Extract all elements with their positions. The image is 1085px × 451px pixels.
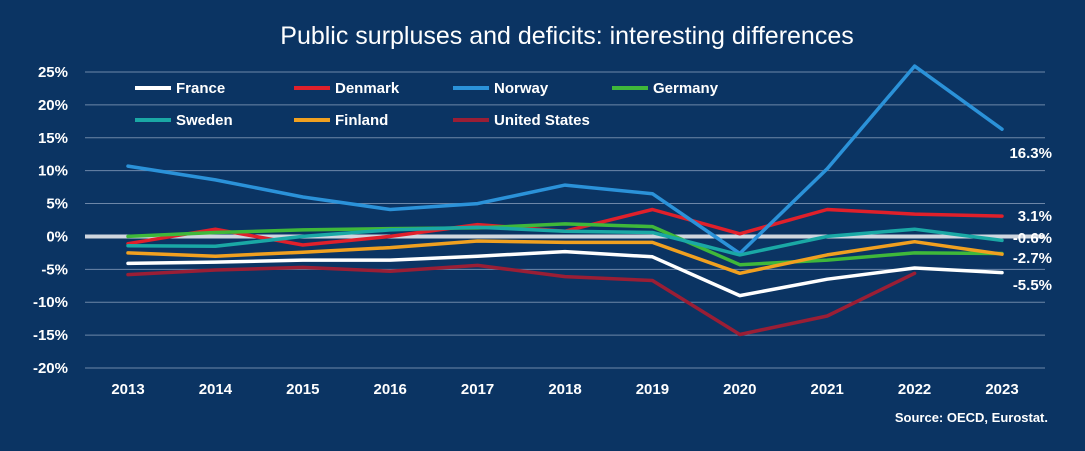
- series-line-france: [126, 249, 1004, 298]
- x-tick-label: 2018: [548, 381, 581, 398]
- end-value-label: 16.3%: [1009, 145, 1052, 162]
- x-tick-label: 2016: [374, 381, 407, 398]
- x-tick-label: 2021: [811, 381, 844, 398]
- end-value-label: 3.1%: [1018, 208, 1052, 225]
- x-tick-label: 2015: [286, 381, 319, 398]
- x-tick-label: 2014: [199, 381, 233, 398]
- legend-label: Finland: [335, 112, 388, 129]
- grid-lines: [85, 71, 1045, 369]
- x-tick-label: 2023: [985, 381, 1018, 398]
- series-line-sweden: [126, 225, 1004, 257]
- end-labels: 16.3% 3.1% -0.6% -2.7% -5.5%: [1009, 145, 1052, 294]
- x-axis-ticks: 2013 2014 2015 2016 2017 2018 2019 2020 2021 2022…: [111, 381, 1018, 398]
- legend-label: Norway: [494, 80, 549, 97]
- legend-label: Denmark: [335, 80, 400, 97]
- chart-title: Public surpluses and deficits: interesti…: [280, 22, 853, 50]
- legend-label: France: [176, 80, 225, 97]
- x-tick-label: 2019: [636, 381, 669, 398]
- y-axis-ticks: 25% 20% 15% 10% 5% 0% -5% -10% -15% -20%: [33, 64, 68, 377]
- legend: France Denmark Norway Germany Sweden Finland U…: [135, 80, 719, 129]
- legend-label: United States: [494, 112, 590, 129]
- y-tick-label: -20%: [33, 360, 68, 377]
- series-line-norway: [126, 64, 1004, 256]
- legend-label: Sweden: [176, 112, 233, 129]
- x-tick-label: 2013: [111, 381, 144, 398]
- y-tick-label: 10%: [38, 163, 68, 180]
- series-lines: [126, 64, 1004, 337]
- x-tick-label: 2020: [723, 381, 756, 398]
- y-tick-label: 25%: [38, 64, 68, 81]
- y-tick-label: 15%: [38, 130, 68, 147]
- series-line-germany: [126, 222, 1004, 267]
- end-value-label: -5.5%: [1013, 277, 1052, 294]
- end-value-label: -2.7%: [1013, 250, 1052, 267]
- legend-label: Germany: [653, 80, 719, 97]
- end-value-label: -0.6%: [1013, 230, 1052, 247]
- y-tick-label: 5%: [46, 196, 68, 213]
- x-tick-label: 2022: [898, 381, 931, 398]
- y-tick-label: 0%: [46, 228, 68, 245]
- y-tick-label: -10%: [33, 294, 68, 311]
- y-tick-label: -5%: [41, 261, 68, 278]
- x-tick-label: 2017: [461, 381, 494, 398]
- y-tick-label: -15%: [33, 327, 68, 344]
- series-line-finland: [126, 239, 1004, 276]
- y-tick-label: 20%: [38, 97, 68, 114]
- source-note: Source: OECD, Eurostat.: [895, 410, 1048, 425]
- series-line-united-states: [126, 263, 917, 337]
